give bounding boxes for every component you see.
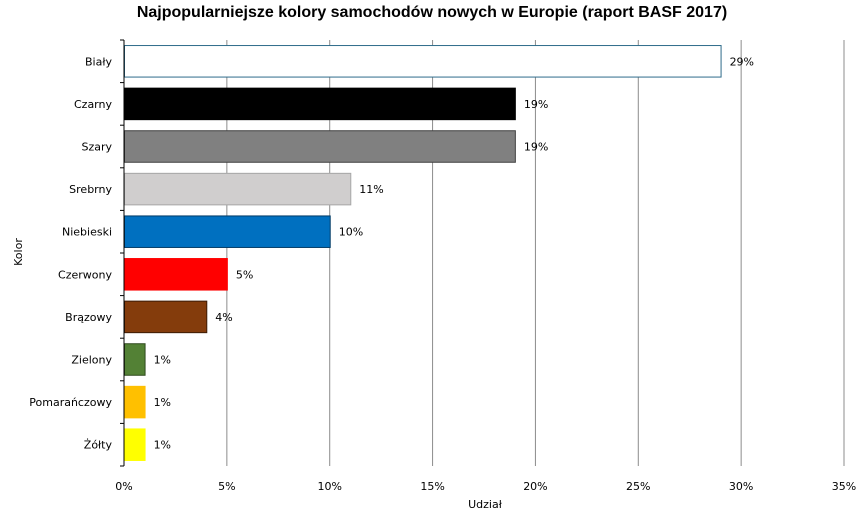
category-label: Srebrny (69, 183, 112, 196)
bar-9 (124, 428, 146, 461)
category-label: Zielony (71, 354, 112, 367)
category-label: Niebieski (62, 226, 112, 239)
x-tick-label: 25% (626, 480, 650, 493)
bar-0 (124, 45, 722, 78)
y-axis-title: Kolor (12, 238, 25, 266)
value-label: 10% (339, 226, 363, 239)
bar-5 (124, 258, 228, 291)
value-label: 19% (524, 98, 548, 111)
x-tick-label: 30% (729, 480, 753, 493)
x-tick-label: 35% (832, 480, 856, 493)
chart-title: Najpopularniejsze kolory samochodów nowy… (136, 4, 728, 21)
x-tick-label: 0% (115, 480, 132, 493)
gridlines (226, 40, 845, 466)
category-label: Szary (81, 141, 112, 154)
x-tick-label: 20% (523, 480, 547, 493)
value-label: 1% (154, 439, 171, 452)
bar-1 (124, 87, 516, 121)
bar-7 (124, 343, 146, 376)
category-label: Żółty (84, 439, 113, 452)
value-label: 1% (154, 354, 171, 367)
category-label: Brązowy (65, 311, 112, 324)
value-label: 4% (215, 311, 232, 324)
value-label: 29% (730, 55, 754, 68)
category-label: Czerwony (58, 268, 112, 281)
value-label: 5% (236, 268, 253, 281)
x-tick-label: 5% (218, 480, 235, 493)
x-tick-label: 10% (317, 480, 341, 493)
x-axis-title: Udział (468, 498, 503, 511)
bar-6 (124, 300, 208, 334)
category-label: Biały (85, 55, 112, 68)
value-label: 1% (154, 396, 171, 409)
bar-3 (124, 172, 352, 206)
x-tick-label: 15% (420, 480, 444, 493)
labels: 0% 5% 10% 15% 20% 25% 30% 35% Biały 29% Czarny 19% S… (29, 55, 856, 493)
bar-8 (124, 385, 146, 419)
value-label: 11% (359, 183, 383, 196)
category-label: Pomarańczowy (29, 396, 112, 409)
axes (120, 39, 125, 467)
bar-2 (124, 130, 516, 163)
bar-4 (124, 215, 331, 248)
category-label: Czarny (74, 98, 112, 111)
bars (124, 45, 722, 461)
value-label: 19% (524, 141, 548, 154)
